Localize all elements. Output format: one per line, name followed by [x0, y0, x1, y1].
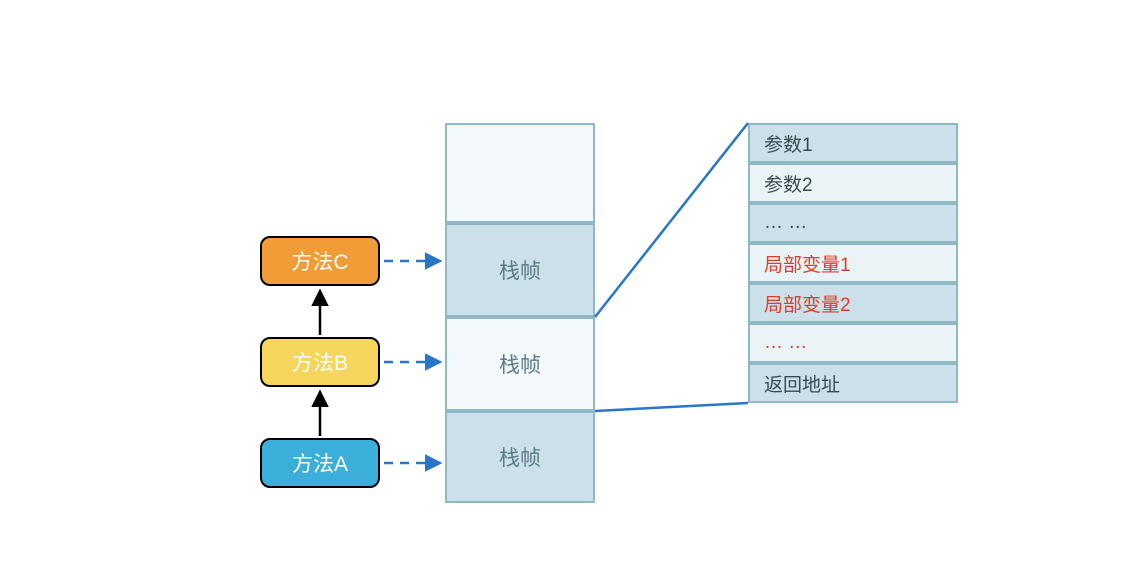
detail-cell-local1: 局部变量1	[748, 243, 958, 283]
stack-cell-frame-a: 栈帧	[445, 411, 595, 503]
method-a-label: 方法A	[292, 448, 348, 478]
method-a-box: 方法A	[260, 438, 380, 488]
method-c-box: 方法C	[260, 236, 380, 286]
detail-label-1: 参数2	[764, 170, 813, 197]
detail-cell-local2: 局部变量2	[748, 283, 958, 323]
stack-cell-frame-b: 栈帧	[445, 317, 595, 411]
detail-label-4: 局部变量2	[764, 290, 851, 317]
detail-cell-param1: 参数1	[748, 123, 958, 163]
stack-cell-frame-c: 栈帧	[445, 223, 595, 317]
connector-frame-to-detail-bottom	[595, 403, 748, 411]
detail-label-3: 局部变量1	[764, 250, 851, 277]
detail-label-0: 参数1	[764, 130, 813, 157]
detail-label-6: 返回地址	[764, 370, 840, 397]
detail-label-5: … …	[764, 332, 807, 354]
detail-label-2: … …	[764, 212, 807, 234]
method-c-label: 方法C	[291, 246, 348, 276]
stack-cell-label-1: 栈帧	[499, 255, 541, 285]
detail-cell-local-ellipsis: … …	[748, 323, 958, 363]
method-b-box: 方法B	[260, 337, 380, 387]
diagram-canvas: 方法C 方法B 方法A 栈帧 栈帧 栈帧 参数1 参数2 … … 局部变量1 局…	[0, 0, 1142, 571]
detail-cell-param-ellipsis: … …	[748, 203, 958, 243]
detail-cell-return-addr: 返回地址	[748, 363, 958, 403]
stack-cell-label-3: 栈帧	[499, 442, 541, 472]
connector-frame-to-detail-top	[595, 123, 748, 317]
stack-cell-empty	[445, 123, 595, 223]
method-b-label: 方法B	[292, 347, 348, 377]
stack-cell-label-2: 栈帧	[499, 349, 541, 379]
detail-cell-param2: 参数2	[748, 163, 958, 203]
